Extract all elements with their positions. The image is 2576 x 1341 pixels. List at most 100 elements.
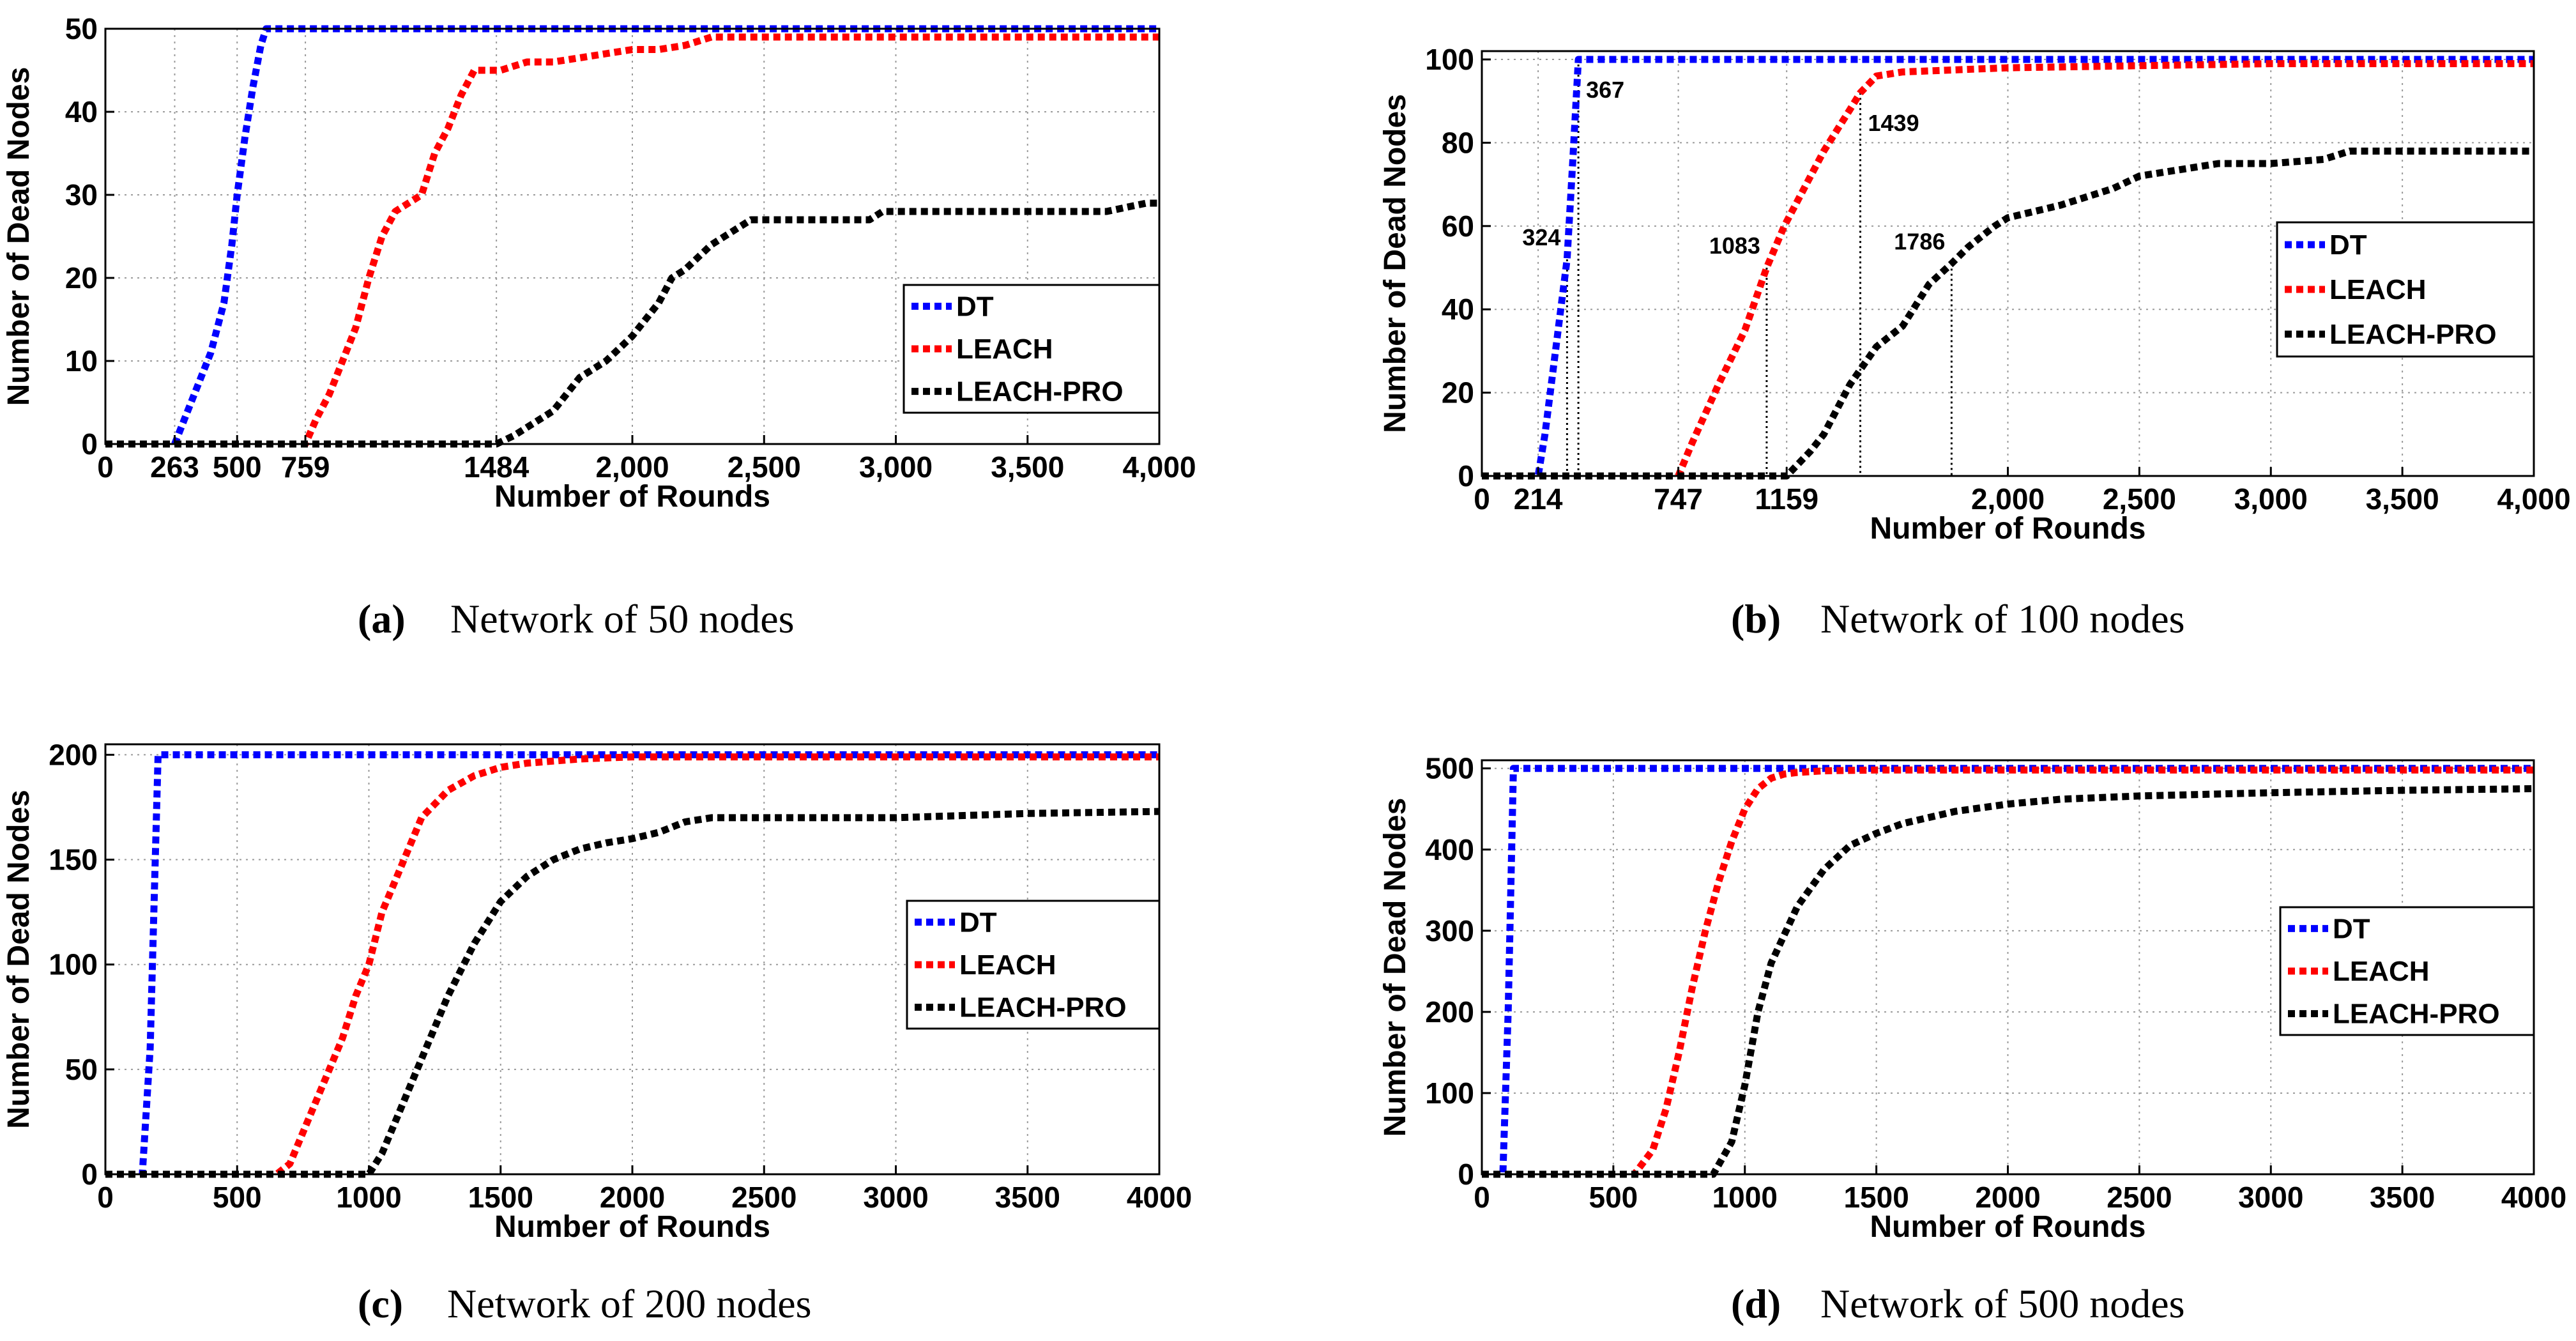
panel-a-xtick-label-3-500: 3,500 [991, 450, 1064, 484]
panel-c-series-leach [105, 753, 1159, 1178]
panel-b-ytick-label-0: 0 [1458, 459, 1474, 493]
panel-d-xlabel: Number of Rounds [1870, 1210, 2146, 1244]
panel-a-series-leach-pro [105, 199, 1159, 448]
panel-c-ytick-label-50: 50 [65, 1053, 98, 1086]
panel-c-xtick-label-2000: 2000 [600, 1181, 665, 1214]
panel-a-legend-label-leach-pro: LEACH-PRO [956, 376, 1124, 408]
panel-b-xlabel: Number of Rounds [1870, 512, 2146, 546]
panel-a-xtick-label-4-000: 4,000 [1122, 450, 1196, 484]
panel-b-legend-label-leach-pro: LEACH-PRO [2329, 319, 2497, 350]
caption-d: (d) Network of 500 nodes [1731, 1281, 2185, 1326]
panel-d: 0 500 1000 1500 2000 2500 3000 3500 4000 0 100 200 3… [1378, 752, 2566, 1244]
caption-b-letter: (b) [1731, 596, 1781, 641]
panel-a-xtick-label-3-000: 3,000 [859, 450, 933, 484]
panel-b-series-leach-pro [1482, 148, 2534, 480]
panel-d-xtick-label-1500: 1500 [1843, 1181, 1909, 1214]
caption-a: (a) Network of 50 nodes [358, 596, 795, 641]
panel-b-legend-label-leach: LEACH [2329, 274, 2427, 305]
panel-d-xtick-label-0: 0 [1474, 1181, 1490, 1214]
panel-d-ylabel: Number of Dead Nodes [1378, 798, 1412, 1137]
panel-b-ytick-label-100: 100 [1425, 43, 1474, 76]
panel-c-ytick-label-150: 150 [49, 843, 98, 877]
panel-c-ytick-label-200: 200 [49, 738, 98, 771]
panel-d-ytick-label-200: 200 [1425, 995, 1474, 1029]
panel-d-ytick-label-300: 300 [1425, 914, 1474, 947]
panel-a-series-dt [105, 25, 1159, 448]
panel-a-xtick-label-2-500: 2,500 [728, 450, 801, 484]
panel-a: 0 263 500 759 1484 2,000 2,500 3,000 3,500 4,000 0… [2, 12, 1196, 514]
panel-a-ytick-label-20: 20 [65, 261, 98, 295]
panel-c: 0 500 1000 1500 2000 2500 3000 3500 4000 0 50 100 15… [2, 738, 1192, 1244]
panel-b: 324 367 1083 1439 1786 0 214 747 1159 2,000 2,500 3… [1378, 43, 2571, 546]
panel-a-ytick-label-10: 10 [65, 344, 98, 378]
panel-b-annotation-324: 324 [1522, 224, 1560, 250]
panel-c-ylabel: Number of Dead Nodes [2, 790, 36, 1129]
panel-b-legend: DT LEACH LEACH-PRO [2276, 221, 2535, 358]
panel-b-xtick-label-3-500: 3,500 [2366, 482, 2439, 516]
caption-c: (c) Network of 200 nodes [358, 1281, 812, 1326]
panel-b-ytick-label-60: 60 [1442, 210, 1474, 243]
panel-d-xtick-label-3500: 3500 [2370, 1181, 2435, 1214]
panel-d-legend-label-leach-pro: LEACH-PRO [2333, 999, 2500, 1030]
panel-d-xtick-label-2000: 2000 [1975, 1181, 2040, 1214]
panel-d-xtick-label-500: 500 [1589, 1181, 1638, 1214]
panel-b-xtick-label-2-500: 2,500 [2103, 482, 2176, 516]
panel-a-xtick-label-263: 263 [150, 450, 199, 484]
panel-c-legend-label-leach-pro: LEACH-PRO [959, 992, 1127, 1023]
panel-d-xtick-label-4000: 4000 [2501, 1181, 2566, 1214]
panel-a-ytick-label-40: 40 [65, 95, 98, 128]
panel-a-xlabel: Number of Rounds [494, 480, 770, 514]
panel-a-xtick-label-0: 0 [97, 450, 114, 484]
panel-a-legend-label-leach: LEACH [956, 333, 1053, 365]
caption-b: (b) Network of 100 nodes [1731, 596, 2185, 641]
panel-c-xlabel: Number of Rounds [494, 1210, 770, 1244]
panel-b-series-leach [1482, 60, 2534, 480]
panel-b-ytick-label-20: 20 [1442, 376, 1474, 410]
panel-b-annotation-1786: 1786 [1894, 229, 1945, 255]
panel-c-legend: DT LEACH LEACH-PRO [906, 900, 1161, 1030]
panel-b-xtick-label-2-000: 2,000 [1971, 482, 2045, 516]
panel-b-xtick-label-0: 0 [1474, 482, 1490, 516]
panel-a-xtick-label-2-000: 2,000 [595, 450, 669, 484]
panel-d-legend: DT LEACH LEACH-PRO [2279, 906, 2535, 1036]
panel-c-xtick-label-2500: 2500 [731, 1181, 796, 1214]
panel-c-xtick-label-1000: 1000 [336, 1181, 401, 1214]
panel-b-xtick-label-1159: 1159 [1755, 482, 1818, 516]
caption-b-text: Network of 100 nodes [1820, 596, 2185, 641]
caption-d-letter: (d) [1731, 1281, 1781, 1326]
panel-b-xtick-label-747: 747 [1654, 482, 1703, 516]
panel-d-legend-label-dt: DT [2333, 913, 2370, 944]
panel-d-xtick-label-1000: 1000 [1712, 1181, 1778, 1214]
panel-c-xtick-label-4000: 4000 [1127, 1181, 1192, 1214]
panel-a-xtick-label-500: 500 [213, 450, 262, 484]
panel-a-ytick-label-30: 30 [65, 178, 98, 211]
panel-c-xtick-label-0: 0 [97, 1181, 114, 1214]
panel-a-legend: DT LEACH LEACH-PRO [903, 284, 1161, 414]
panel-b-xtick-label-3-000: 3,000 [2234, 482, 2308, 516]
panel-d-ytick-label-400: 400 [1425, 833, 1474, 866]
panel-d-ytick-label-100: 100 [1425, 1077, 1474, 1110]
panel-c-legend-label-dt: DT [959, 907, 997, 938]
panel-b-annotation-1439: 1439 [1868, 110, 1919, 136]
panel-a-xtick-label-759: 759 [281, 450, 330, 484]
panel-d-ytick-label-0: 0 [1458, 1158, 1474, 1191]
panel-b-annotation-1083: 1083 [1709, 233, 1760, 259]
panel-a-legend-label-dt: DT [956, 291, 994, 322]
panel-c-xtick-label-1500: 1500 [468, 1181, 533, 1214]
panel-b-annotation-367: 367 [1586, 77, 1624, 103]
panel-c-xtick-label-500: 500 [213, 1181, 262, 1214]
panel-b-ytick-label-80: 80 [1442, 126, 1474, 159]
caption-c-letter: (c) [358, 1281, 403, 1326]
panel-d-ytick-label-500: 500 [1425, 752, 1474, 785]
panel-b-ytick-label-40: 40 [1442, 293, 1474, 326]
panel-b-xtick-label-214: 214 [1514, 482, 1563, 516]
panel-a-ytick-label-50: 50 [65, 12, 98, 45]
panel-c-legend-box [906, 900, 1161, 1030]
panel-d-series-leach [1482, 766, 2534, 1178]
panel-d-series-leach-pro [1482, 785, 2534, 1178]
panel-c-legend-label-leach: LEACH [959, 949, 1056, 981]
panel-c-xtick-label-3500: 3500 [995, 1181, 1060, 1214]
caption-a-letter: (a) [358, 596, 406, 641]
panel-a-ytick-label-0: 0 [81, 427, 98, 461]
